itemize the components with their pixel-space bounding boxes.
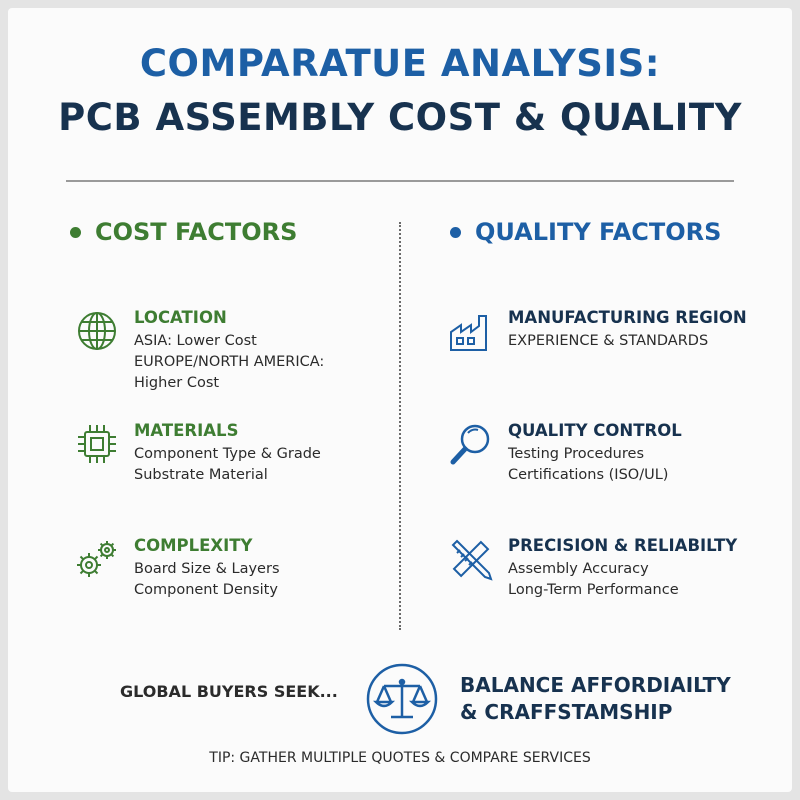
precision-line-1: Assembly Accuracy [508,561,649,577]
balance-scale-icon [366,663,438,735]
control-line-2: Certifications (ISO/UL) [508,467,669,483]
globe-icon [78,312,116,350]
gears-icon [77,541,116,577]
quality-heading-label: QUALITY FACTORS [475,218,722,246]
complexity-line-1: Board Size & Layers [134,561,280,577]
bullet-dot [450,226,461,238]
balance-line-1: BALANCE AFFORDIAILTY [460,673,731,697]
region-line-1: EXPERIENCE & STANDARDS [508,333,709,349]
region-title: MANUFACTURING REGION [508,308,747,327]
complexity-line-2: Component Density [134,582,278,598]
balance-line-2: & CRAFFSTAMSHIP [460,700,673,724]
factory-icon [450,315,487,351]
complexity-title: COMPLEXITY [134,536,253,555]
materials-line-1: Component Type & Grade [134,446,321,462]
title-line-2: PCB ASSEMBLY COST & QUALITY [58,96,742,139]
cost-factors-heading: COST FACTORS [70,218,297,246]
title-line-1: COMPARATUE ANALYSIS: [139,42,661,85]
location-line-3: Higher Cost [134,375,220,391]
bullet-dot [70,226,81,238]
precision-line-2: Long-Term Performance [508,582,679,598]
location-line-1: ASIA: Lower Cost [134,333,257,349]
header-divider [66,180,734,182]
control-line-1: Testing Procedures [508,446,644,462]
location-title: LOCATION [134,308,227,327]
materials-line-2: Substrate Material [134,467,268,483]
cost-heading-label: COST FACTORS [95,218,298,246]
precision-title: PRECISION & RELIABILTY [508,536,738,555]
materials-title: MATERIALS [134,421,239,440]
magnifier-icon [450,424,490,465]
chip-icon [78,425,116,463]
balance-message: BALANCE AFFORDIAILTY & CRAFFSTAMSHIP [460,672,731,726]
column-divider [399,222,401,630]
tip-text: TIP: GATHER MULTIPLE QUOTES & COMPARE SE… [209,750,591,766]
global-buyers-seek: GLOBAL BUYERS SEEK... [120,682,338,701]
quality-factors-heading: QUALITY FACTORS [450,218,721,246]
ruler-pencil-icon [451,539,493,581]
location-line-2: EUROPE/NORTH AMERICA: [134,354,325,370]
control-title: QUALITY CONTROL [508,421,682,440]
